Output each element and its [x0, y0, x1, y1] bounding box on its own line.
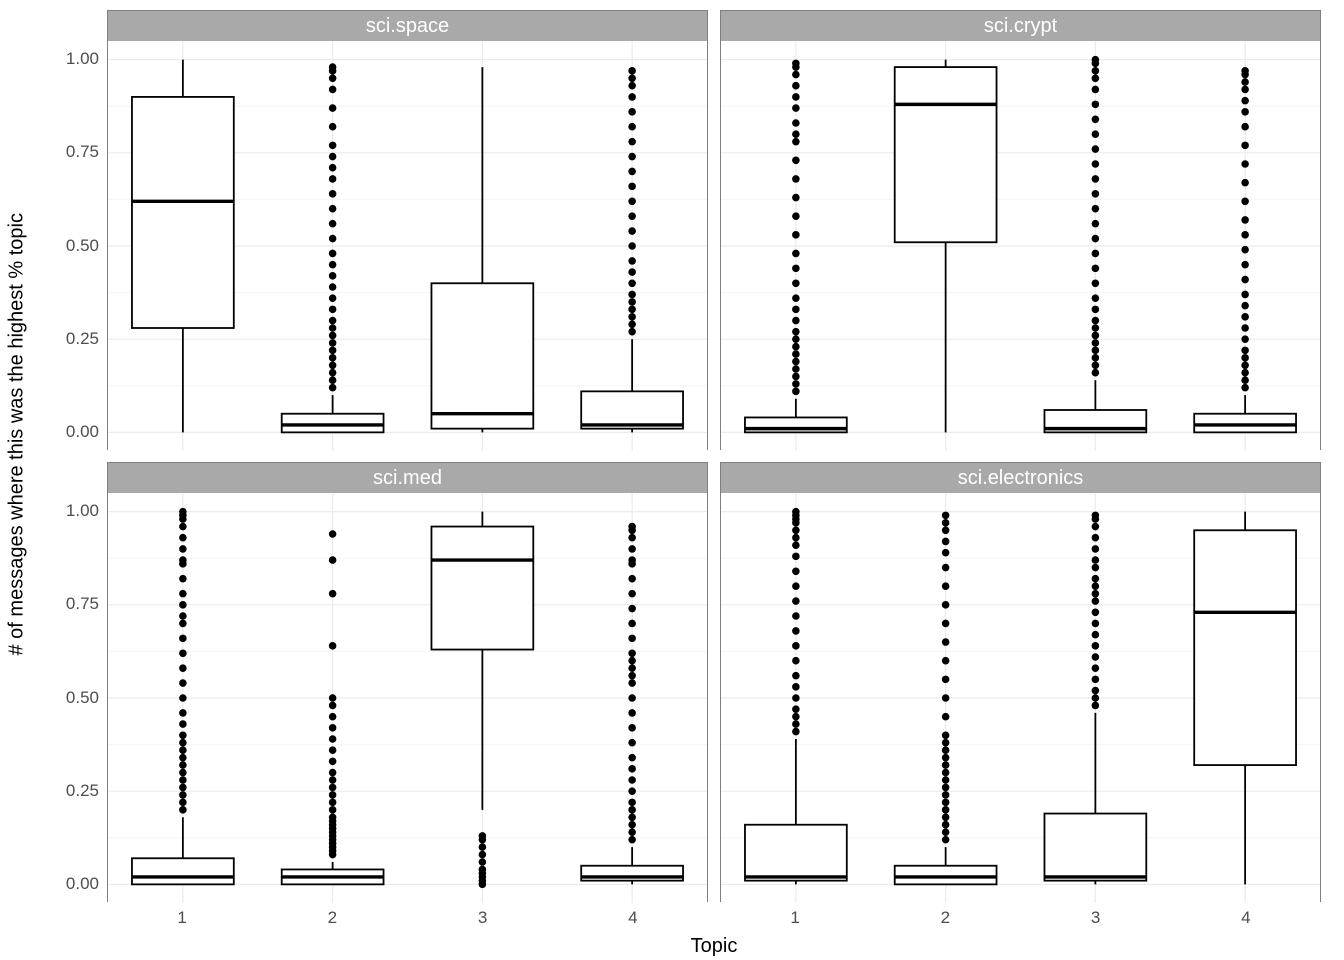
x-tick-label: 2 — [930, 908, 960, 928]
y-tick-label: 0.50 — [49, 688, 99, 708]
facet-panel: sci.med — [107, 462, 708, 902]
facet-panel: sci.electronics — [720, 462, 1321, 902]
y-tick-label: 1.00 — [49, 501, 99, 521]
plot-area — [108, 493, 707, 903]
y-tick-label: 0.25 — [49, 781, 99, 801]
x-axis-title: Topic — [107, 935, 1321, 958]
facet-panel: sci.space — [107, 10, 708, 450]
x-tick-label: 4 — [1231, 908, 1261, 928]
boxplot-facet-grid: # of messages where this was the highest… — [0, 0, 1344, 960]
facet-strip-label: sci.crypt — [721, 11, 1320, 41]
x-tick-label: 4 — [618, 908, 648, 928]
plot-area — [721, 493, 1320, 903]
y-tick-label: 0.50 — [49, 236, 99, 256]
y-tick-label: 1.00 — [49, 49, 99, 69]
x-tick-label: 3 — [1081, 908, 1111, 928]
y-tick-label: 0.75 — [49, 142, 99, 162]
y-tick-label: 0.25 — [49, 329, 99, 349]
y-tick-label: 0.75 — [49, 594, 99, 614]
facet-strip-label: sci.space — [108, 11, 707, 41]
x-tick-label: 1 — [780, 908, 810, 928]
plot-area — [721, 41, 1320, 451]
y-axis-title: # of messages where this was the highest… — [6, 256, 29, 656]
x-tick-label: 1 — [167, 908, 197, 928]
x-tick-label: 2 — [317, 908, 347, 928]
plot-area — [108, 41, 707, 451]
facet-panel: sci.crypt — [720, 10, 1321, 450]
facet-panels: sci.space sci.crypt sci.med sci.electronics — [107, 10, 1321, 902]
y-tick-label: 0.00 — [49, 422, 99, 442]
x-tick-label: 3 — [468, 908, 498, 928]
y-tick-label: 0.00 — [49, 874, 99, 894]
facet-strip-label: sci.med — [108, 463, 707, 493]
facet-strip-label: sci.electronics — [721, 463, 1320, 493]
